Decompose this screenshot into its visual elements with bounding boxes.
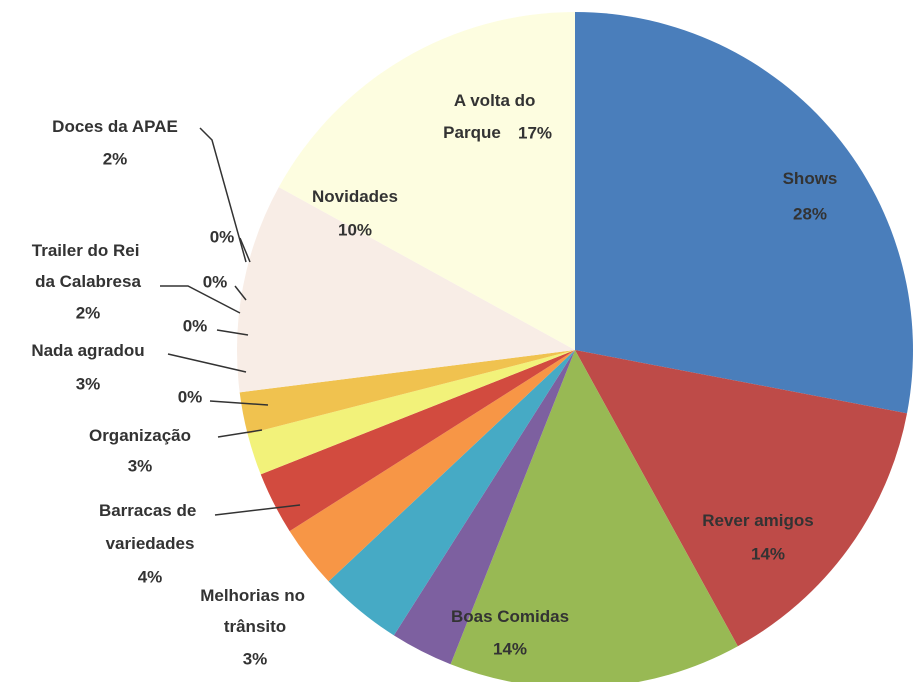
pie-slice (328, 350, 575, 636)
slice-value-label: 0% (183, 316, 208, 335)
pie-slice (289, 350, 575, 582)
slice-value-label: 4% (138, 567, 163, 586)
slice-value-label: 3% (76, 374, 101, 393)
slice-value-label: 3% (128, 456, 153, 475)
leader-line (160, 285, 241, 314)
slice-label: Melhorias no trânsito (200, 586, 310, 636)
leader-line (234, 285, 247, 301)
slice-value-label: 10% (338, 220, 372, 239)
slice-value-label: 2% (103, 149, 128, 168)
pie-slice (239, 350, 576, 435)
leader-line (199, 127, 247, 263)
pie-slice (575, 350, 908, 647)
leader-line (167, 353, 247, 373)
pie-slice (247, 350, 575, 475)
slice-value-label: 14% (493, 639, 527, 658)
slice-label: Novidades (312, 187, 398, 206)
slice-value-label: 0% (203, 272, 228, 291)
leader-line (209, 400, 269, 406)
slice-label: Barracas de variedades (99, 501, 201, 553)
slice-value-label: 0% (210, 227, 235, 246)
slice-label: Rever amigos (702, 511, 814, 530)
pie-slice (278, 12, 575, 350)
leader-line (217, 429, 263, 438)
slice-value-label: 2% (76, 303, 101, 322)
slice-label: Boas Comidas (451, 607, 569, 626)
pie-slice (393, 350, 575, 665)
pie-slice (450, 350, 738, 682)
slice-label: Organização (89, 426, 191, 445)
leader-line (239, 237, 251, 263)
slice-value-label: 0% (178, 387, 203, 406)
slice-value-label: 14% (751, 544, 785, 563)
slice-label: Shows (783, 169, 838, 188)
slice-value-label: 28% (793, 204, 827, 223)
leader-line (216, 329, 249, 336)
pie-slice (260, 350, 575, 532)
slice-value-label: 17% (518, 123, 552, 142)
slice-label: A volta do Parque (443, 91, 540, 142)
slice-label: Trailer do Rei da Calabresa (32, 241, 144, 291)
leader-line (214, 504, 301, 516)
slice-label: Doces da APAE (52, 117, 178, 136)
pie-slice (237, 187, 575, 393)
pie-slice (575, 12, 913, 414)
slice-label: Nada agradou (31, 341, 144, 360)
slice-value-label: 3% (243, 649, 268, 668)
